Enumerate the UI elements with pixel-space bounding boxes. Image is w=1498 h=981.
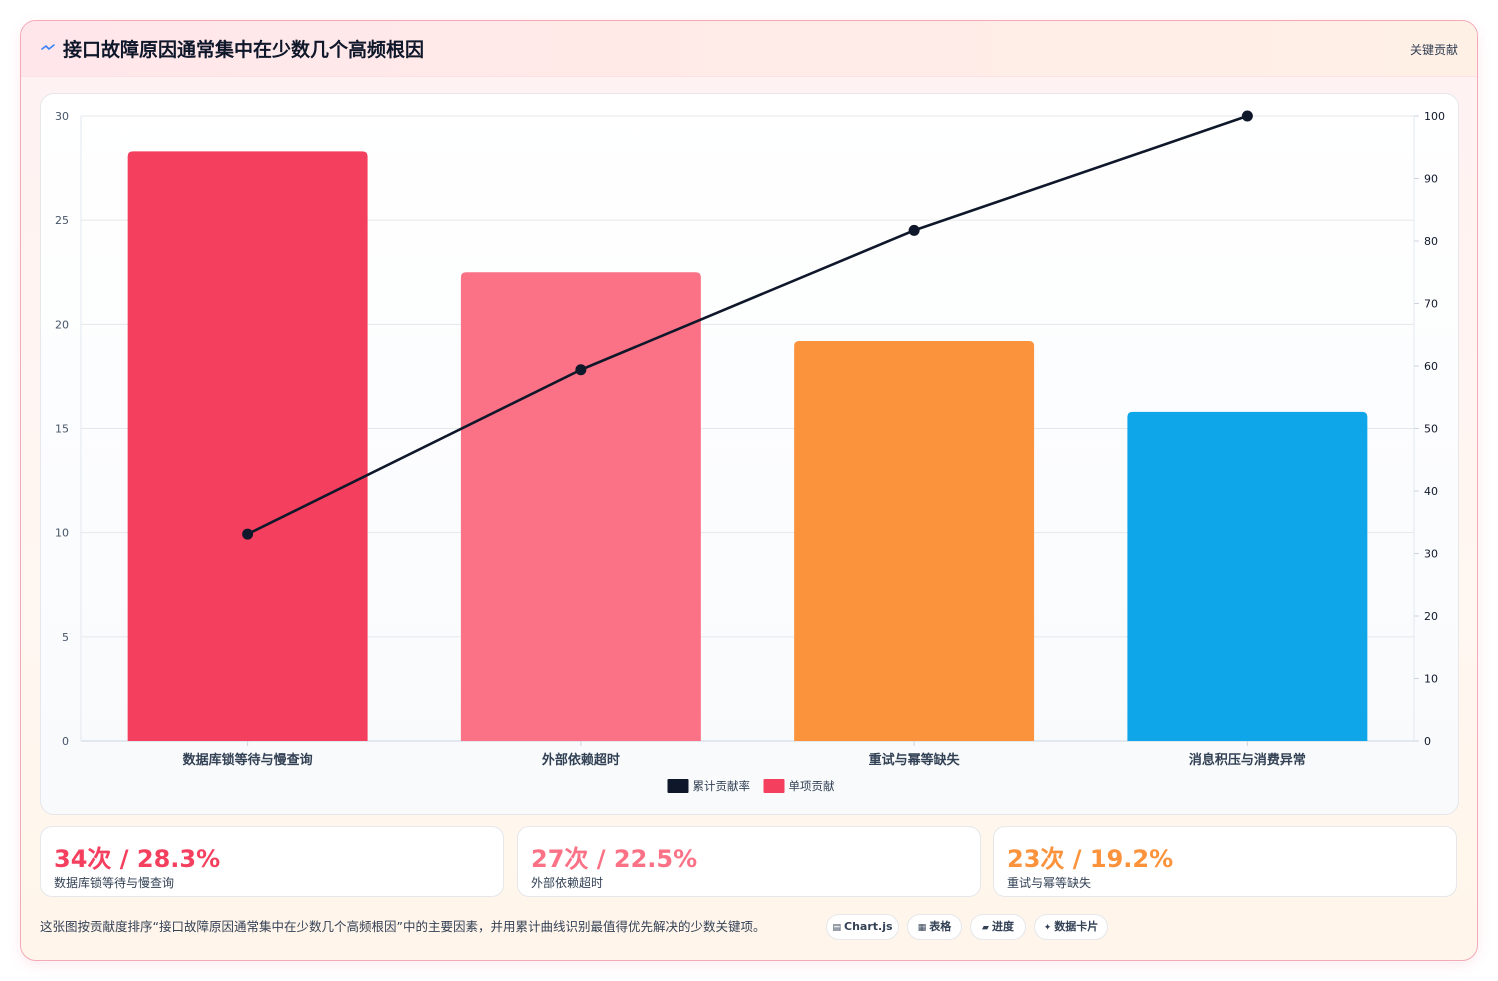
chip-chartjs[interactable]: ▤ Chart.js bbox=[826, 914, 899, 940]
cumulative-point bbox=[242, 528, 254, 540]
stat-value-1: 34次 / 28.3% bbox=[54, 845, 221, 873]
chip-table[interactable]: ▦ 表格 bbox=[907, 914, 962, 940]
y-left-tick-label: 15 bbox=[55, 423, 69, 436]
chip-label: 数据卡片 bbox=[1054, 920, 1099, 933]
stat-label-1: 数据库锁等待与慢查询 bbox=[54, 876, 175, 890]
cumulative-point bbox=[1241, 110, 1253, 122]
y-right-tick-label: 30 bbox=[1424, 548, 1438, 561]
chip-label: 表格 bbox=[929, 920, 952, 933]
x-tick-label: 重试与幂等缺失 bbox=[869, 752, 961, 768]
y-left-tick-label: 25 bbox=[55, 214, 69, 227]
bar bbox=[1127, 411, 1368, 741]
pareto-chart: 0 5 10 15 20 25 30 0 10 20 30 40 50 60 70 80 90 100 数据库锁等待… bbox=[40, 93, 1459, 815]
y-right-tick-label: 90 bbox=[1424, 173, 1438, 186]
y-right-tick-label: 20 bbox=[1424, 610, 1438, 623]
y-right-tick-label: 60 bbox=[1424, 360, 1438, 373]
chip-label: Chart.js bbox=[844, 920, 893, 933]
x-tick-label: 外部依赖超时 bbox=[541, 752, 620, 768]
y-right-tick-label: 0 bbox=[1424, 735, 1431, 748]
sparkle-icon: ✦ bbox=[1043, 923, 1052, 933]
y-left-tick-label: 30 bbox=[55, 110, 69, 123]
card-header: 接口故障原因通常集中在少数几个高频根因 关键贡献 bbox=[21, 21, 1477, 77]
chip-progress[interactable]: ▰ 进度 bbox=[970, 914, 1026, 940]
stat-card-3: 23次 / 19.2% 重试与幂等缺失 bbox=[993, 826, 1457, 897]
stat-card-1: 34次 / 28.3% 数据库锁等待与慢查询 bbox=[40, 826, 504, 897]
y-left-tick-label: 10 bbox=[55, 527, 69, 540]
y-left-tick-label: 0 bbox=[62, 735, 69, 748]
cumulative-point bbox=[575, 364, 587, 376]
key-contribution-badge: 关键贡献 bbox=[1409, 43, 1458, 57]
stat-card-2: 27次 / 22.5% 外部依赖超时 bbox=[517, 826, 981, 897]
stat-value-3: 23次 / 19.2% bbox=[1007, 845, 1174, 873]
progress-icon: ▰ bbox=[982, 923, 989, 933]
legend-swatch bbox=[763, 779, 785, 793]
page-title: 接口故障原因通常集中在少数几个高频根因 bbox=[63, 39, 425, 61]
y-right-tick-label: 80 bbox=[1424, 235, 1438, 248]
chip-label: 进度 bbox=[991, 920, 1014, 933]
legend-label: 单项贡献 bbox=[789, 779, 835, 793]
y-left-tick-label: 20 bbox=[55, 318, 69, 331]
y-right-tick-label: 50 bbox=[1424, 423, 1438, 436]
y-left-tick-label: 5 bbox=[62, 631, 69, 644]
cumulative-line bbox=[247, 114, 1248, 536]
y-right-tick-label: 100 bbox=[1424, 110, 1445, 123]
stat-label-2: 外部依赖超时 bbox=[531, 876, 604, 890]
bar bbox=[127, 151, 368, 741]
bar bbox=[460, 272, 701, 741]
legend-swatch bbox=[667, 779, 689, 793]
bar bbox=[794, 341, 1035, 741]
cumulative-point bbox=[908, 224, 920, 236]
y-right-tick-label: 10 bbox=[1424, 673, 1438, 686]
stat-value-2: 27次 / 22.5% bbox=[531, 845, 698, 873]
legend-label: 累计贡献率 bbox=[693, 779, 751, 793]
chart-icon: ▤ bbox=[832, 923, 841, 933]
chart-description: 这张图按贡献度排序“接口故障原因通常集中在少数几个高频根因”中的主要因素，并用累… bbox=[40, 919, 766, 934]
chart-card: 接口故障原因通常集中在少数几个高频根因 关键贡献 0 5 10 15 20 25 30 0 10… bbox=[20, 20, 1478, 961]
x-tick-label: 消息积压与消费异常 bbox=[1189, 752, 1306, 768]
y-right-tick-label: 70 bbox=[1424, 298, 1438, 311]
chip-data-card[interactable]: ✦ 数据卡片 bbox=[1034, 914, 1108, 940]
x-tick-label: 数据库锁等待与慢查询 bbox=[183, 752, 313, 768]
y-right-tick-label: 40 bbox=[1424, 485, 1438, 498]
stat-label-3: 重试与幂等缺失 bbox=[1007, 876, 1092, 890]
table-icon: ▦ bbox=[917, 923, 927, 933]
trend-icon bbox=[41, 44, 55, 50]
pareto-chart-svg: 0 5 10 15 20 25 30 0 10 20 30 40 50 60 70 80 90 100 数据库锁等待… bbox=[55, 110, 1445, 793]
